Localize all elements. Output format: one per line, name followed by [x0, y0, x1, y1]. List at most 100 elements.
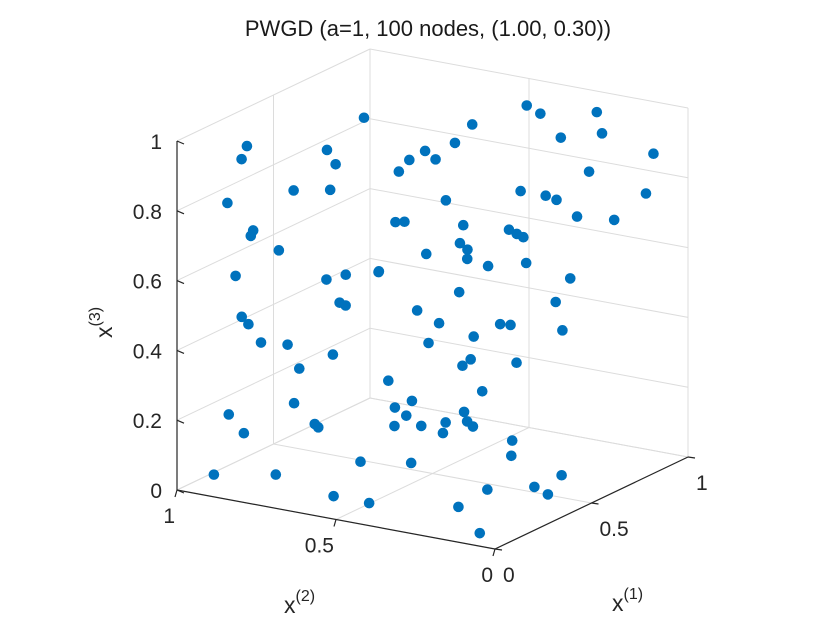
- data-point: [222, 197, 233, 209]
- x2-tick-label: 1: [163, 505, 175, 528]
- data-points: [208, 100, 659, 539]
- data-point: [529, 481, 540, 493]
- x3-tick-label: 1: [150, 131, 162, 154]
- data-point: [383, 375, 394, 387]
- data-point: [340, 300, 351, 311]
- x2-tick-label: 0: [481, 564, 493, 587]
- data-point: [505, 319, 516, 331]
- data-point: [506, 450, 517, 462]
- data-point: [273, 245, 285, 256]
- x3-tick-mark: [176, 280, 185, 285]
- data-point: [457, 219, 469, 231]
- data-point: [466, 119, 478, 130]
- x1-tick-mark: [687, 456, 696, 459]
- data-point: [288, 185, 299, 196]
- data-point: [405, 457, 417, 469]
- data-point: [241, 140, 253, 152]
- data-point: [358, 112, 370, 124]
- x2-tick-mark: [492, 548, 496, 557]
- x3-tick-label: 0: [150, 480, 162, 503]
- data-point: [515, 185, 526, 197]
- data-point: [449, 137, 461, 149]
- data-point: [327, 349, 339, 360]
- data-point: [555, 132, 567, 143]
- data-point: [294, 363, 305, 374]
- data-point: [511, 357, 522, 369]
- data-point: [557, 325, 568, 336]
- data-point: [506, 435, 518, 446]
- data-point: [648, 148, 659, 159]
- x2-tick-label: 0.5: [305, 535, 334, 558]
- data-point: [596, 128, 608, 139]
- data-point: [393, 166, 405, 177]
- x1-tick-label: 1: [696, 472, 708, 495]
- data-point: [415, 420, 427, 432]
- data-point: [404, 154, 415, 166]
- data-point: [423, 337, 434, 349]
- data-point: [238, 427, 250, 439]
- data-point: [482, 260, 494, 272]
- data-point: [433, 317, 445, 329]
- grid-line: [176, 327, 371, 421]
- x3-axis-label: x(3): [87, 307, 117, 338]
- grid-line: [176, 48, 371, 142]
- data-point: [243, 318, 254, 330]
- data-point: [340, 269, 352, 281]
- x3-tick-label: 0.4: [133, 340, 163, 363]
- data-point: [542, 489, 554, 500]
- data-point: [551, 194, 562, 206]
- data-point: [571, 211, 583, 222]
- data-point: [440, 417, 451, 428]
- grid-line: [176, 118, 371, 212]
- data-point: [440, 195, 452, 206]
- data-point: [521, 100, 533, 111]
- x2-tick-mark: [174, 489, 178, 498]
- grid-line: [176, 257, 371, 351]
- data-point: [591, 106, 603, 118]
- x1-tick-mark: [494, 548, 503, 551]
- x3-tick-mark: [176, 210, 185, 215]
- data-point: [518, 231, 529, 243]
- data-point: [324, 184, 336, 196]
- data-point: [482, 484, 493, 495]
- x3-tick-mark: [176, 140, 185, 145]
- x1-tick-mark: [591, 502, 599, 505]
- data-point: [474, 527, 486, 539]
- data-point: [282, 339, 293, 350]
- data-point: [373, 266, 385, 277]
- data-point: [270, 469, 282, 480]
- data-point: [520, 257, 532, 269]
- data-point: [540, 190, 552, 201]
- data-point: [468, 331, 480, 342]
- chart-title: PWGD (a=1, 100 nodes, (1.00, 0.30)): [245, 16, 611, 41]
- data-point: [400, 410, 412, 421]
- data-point: [453, 501, 464, 513]
- data-point: [321, 144, 333, 156]
- data-point: [458, 406, 470, 418]
- data-point: [437, 427, 449, 439]
- data-point: [467, 421, 479, 432]
- grid-line: [369, 188, 689, 249]
- data-point: [465, 354, 476, 365]
- x3-tick-mark: [176, 349, 185, 354]
- data-point: [430, 154, 441, 165]
- data-point: [550, 296, 562, 308]
- data-point: [556, 469, 567, 481]
- data-point: [399, 216, 410, 228]
- axis-lines: [174, 140, 696, 557]
- data-point: [312, 422, 324, 433]
- x3-tick-mark: [176, 419, 185, 424]
- data-point: [461, 253, 473, 265]
- grid-line: [369, 257, 689, 318]
- data-point: [420, 248, 432, 260]
- data-point: [255, 337, 267, 348]
- data-point: [453, 286, 465, 298]
- data-point: [230, 270, 241, 282]
- data-point: [363, 497, 375, 509]
- x1-tick-label: 0.5: [600, 518, 629, 541]
- x1-axis-label: x(1): [612, 586, 643, 616]
- data-point: [330, 158, 341, 170]
- grid-line: [176, 188, 371, 282]
- data-point: [390, 216, 401, 228]
